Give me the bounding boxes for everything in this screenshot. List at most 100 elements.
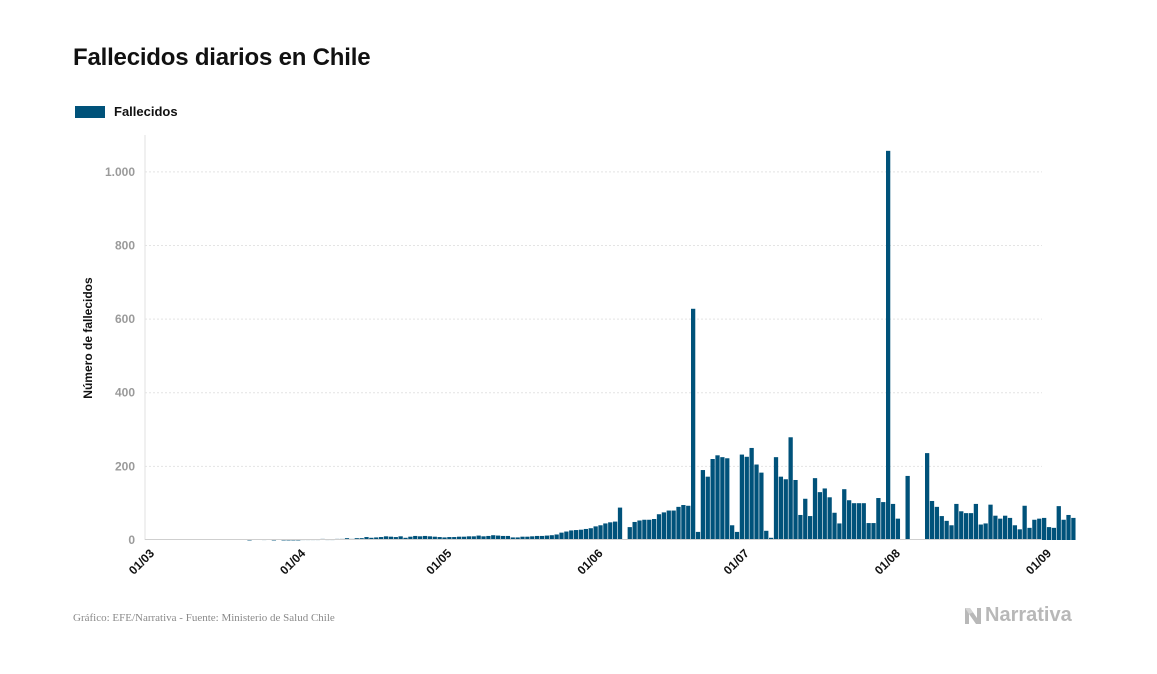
y-axis-ticks: 0 200 400 600 800 1.000 xyxy=(105,165,135,547)
bar xyxy=(544,535,550,540)
bar xyxy=(608,522,613,540)
x-tick-label: 01/07 xyxy=(721,546,752,577)
bar xyxy=(364,537,369,540)
bar xyxy=(847,500,852,540)
brand-logo: Narrativa xyxy=(963,604,1072,627)
bar xyxy=(1003,515,1008,540)
bar xyxy=(271,539,277,541)
bar xyxy=(1046,527,1052,540)
bar xyxy=(925,453,930,540)
bar xyxy=(652,519,657,540)
bar xyxy=(949,525,954,540)
bar xyxy=(681,505,686,540)
bar xyxy=(613,521,618,540)
bar xyxy=(1051,527,1057,540)
bar xyxy=(486,535,491,540)
bar xyxy=(871,523,876,540)
y-tick-label: 200 xyxy=(115,459,135,473)
bar xyxy=(686,505,691,540)
bar xyxy=(408,536,413,540)
bar xyxy=(549,535,554,540)
bar xyxy=(876,498,881,540)
bar xyxy=(695,531,701,540)
bar xyxy=(944,520,949,540)
bar xyxy=(369,537,374,540)
bar xyxy=(583,528,589,540)
bar xyxy=(574,530,579,540)
bar xyxy=(666,510,671,540)
bar xyxy=(383,536,389,540)
y-tick-label: 400 xyxy=(115,386,135,400)
bar xyxy=(559,532,564,540)
bar xyxy=(754,464,759,540)
bar xyxy=(793,479,798,540)
x-tick-label: 01/03 xyxy=(126,546,157,577)
bar xyxy=(837,523,842,540)
bar xyxy=(481,536,486,540)
bar xyxy=(427,536,433,540)
bar xyxy=(959,511,964,540)
bar xyxy=(1066,514,1071,540)
bar xyxy=(461,536,467,540)
bar xyxy=(827,497,832,540)
bar xyxy=(515,537,520,540)
x-tick-label: 01/06 xyxy=(574,546,605,577)
bar xyxy=(413,535,418,540)
bar xyxy=(286,539,291,541)
bar xyxy=(379,537,384,540)
bar xyxy=(496,535,501,540)
bar xyxy=(617,507,623,540)
bar xyxy=(778,476,784,540)
bar xyxy=(476,535,481,540)
bar xyxy=(749,447,754,540)
bar xyxy=(656,514,662,540)
y-tick-label: 600 xyxy=(115,312,135,326)
bar xyxy=(1007,517,1013,540)
bar xyxy=(998,518,1003,540)
bar xyxy=(1037,518,1042,540)
bar xyxy=(691,308,696,540)
bar xyxy=(886,150,891,540)
x-axis-ticks: 01/03 01/04 01/05 01/06 01/07 01/08 01/09 xyxy=(126,546,1054,577)
x-tick-label: 01/04 xyxy=(277,546,308,577)
bar xyxy=(647,519,652,540)
bar xyxy=(530,536,535,540)
bar xyxy=(710,459,715,540)
bar xyxy=(671,510,676,540)
bar xyxy=(988,504,993,540)
bar xyxy=(822,488,827,540)
bar xyxy=(291,539,296,541)
bar xyxy=(374,537,379,540)
gridlines xyxy=(145,171,1042,467)
bar xyxy=(788,437,793,540)
bar xyxy=(632,521,637,540)
bar xyxy=(808,516,813,540)
bar xyxy=(890,503,896,540)
x-tick-label: 01/08 xyxy=(872,546,903,577)
bar xyxy=(720,457,725,540)
bar xyxy=(588,528,593,540)
bar xyxy=(457,536,462,540)
bar xyxy=(739,454,745,540)
bar xyxy=(1027,527,1032,540)
bar xyxy=(661,512,667,540)
brand-name: Narrativa xyxy=(985,604,1072,626)
bar xyxy=(769,537,774,540)
bar xyxy=(500,535,506,540)
bar xyxy=(520,536,525,540)
y-tick-label: 1.000 xyxy=(105,165,135,179)
bar xyxy=(432,536,437,540)
bar xyxy=(442,537,447,540)
bar xyxy=(296,539,301,541)
bar xyxy=(1017,529,1022,540)
bar xyxy=(993,515,998,540)
bar xyxy=(783,479,788,540)
bar xyxy=(812,478,818,540)
bar xyxy=(466,536,472,540)
bar xyxy=(471,536,476,540)
bar xyxy=(578,529,584,540)
bar xyxy=(939,516,944,540)
bar xyxy=(247,539,252,541)
bar xyxy=(861,503,866,540)
bar xyxy=(1042,517,1047,540)
